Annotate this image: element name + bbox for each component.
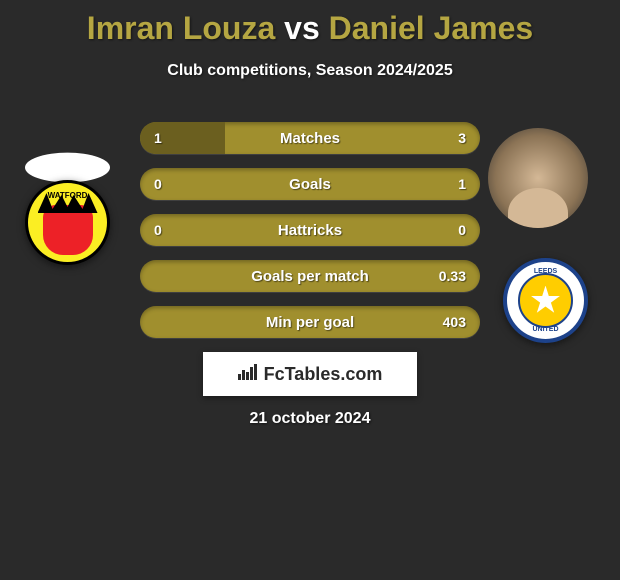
stat-value-right: 1 <box>458 176 466 192</box>
subtitle: Club competitions, Season 2024/2025 <box>0 62 620 80</box>
stat-value-right: 3 <box>458 130 466 146</box>
attribution-badge: FcTables.com <box>203 352 417 396</box>
player2-name: Daniel James <box>329 10 534 46</box>
stat-bar-min-per-goal: Min per goal 403 <box>140 306 480 338</box>
date-label: 21 october 2024 <box>0 410 620 428</box>
player1-avatar <box>25 153 110 183</box>
stats-container: 1 Matches 3 0 Goals 1 0 Hattricks 0 Goal… <box>140 122 480 352</box>
stat-label: Min per goal <box>140 314 480 331</box>
chart-icon <box>238 364 258 385</box>
stat-value-right: 0.33 <box>439 268 466 284</box>
stat-bar-goals-per-match: Goals per match 0.33 <box>140 260 480 292</box>
player1-club-logo: WATFORD <box>25 180 110 265</box>
player2-avatar <box>488 128 588 228</box>
player2-club-logo: LEEDS UNITED <box>503 258 588 343</box>
attribution-text: FcTables.com <box>264 364 383 385</box>
stat-bar-matches: 1 Matches 3 <box>140 122 480 154</box>
stat-label: Goals <box>140 176 480 193</box>
stat-value-right: 403 <box>443 314 466 330</box>
stat-bar-goals: 0 Goals 1 <box>140 168 480 200</box>
stat-value-right: 0 <box>458 222 466 238</box>
stat-bar-hattricks: 0 Hattricks 0 <box>140 214 480 246</box>
stat-label: Matches <box>140 130 480 147</box>
stat-label: Goals per match <box>140 268 480 285</box>
stat-label: Hattricks <box>140 222 480 239</box>
comparison-title: Imran Louza vs Daniel James <box>0 0 620 47</box>
vs-separator: vs <box>284 10 320 46</box>
player1-name: Imran Louza <box>87 10 275 46</box>
